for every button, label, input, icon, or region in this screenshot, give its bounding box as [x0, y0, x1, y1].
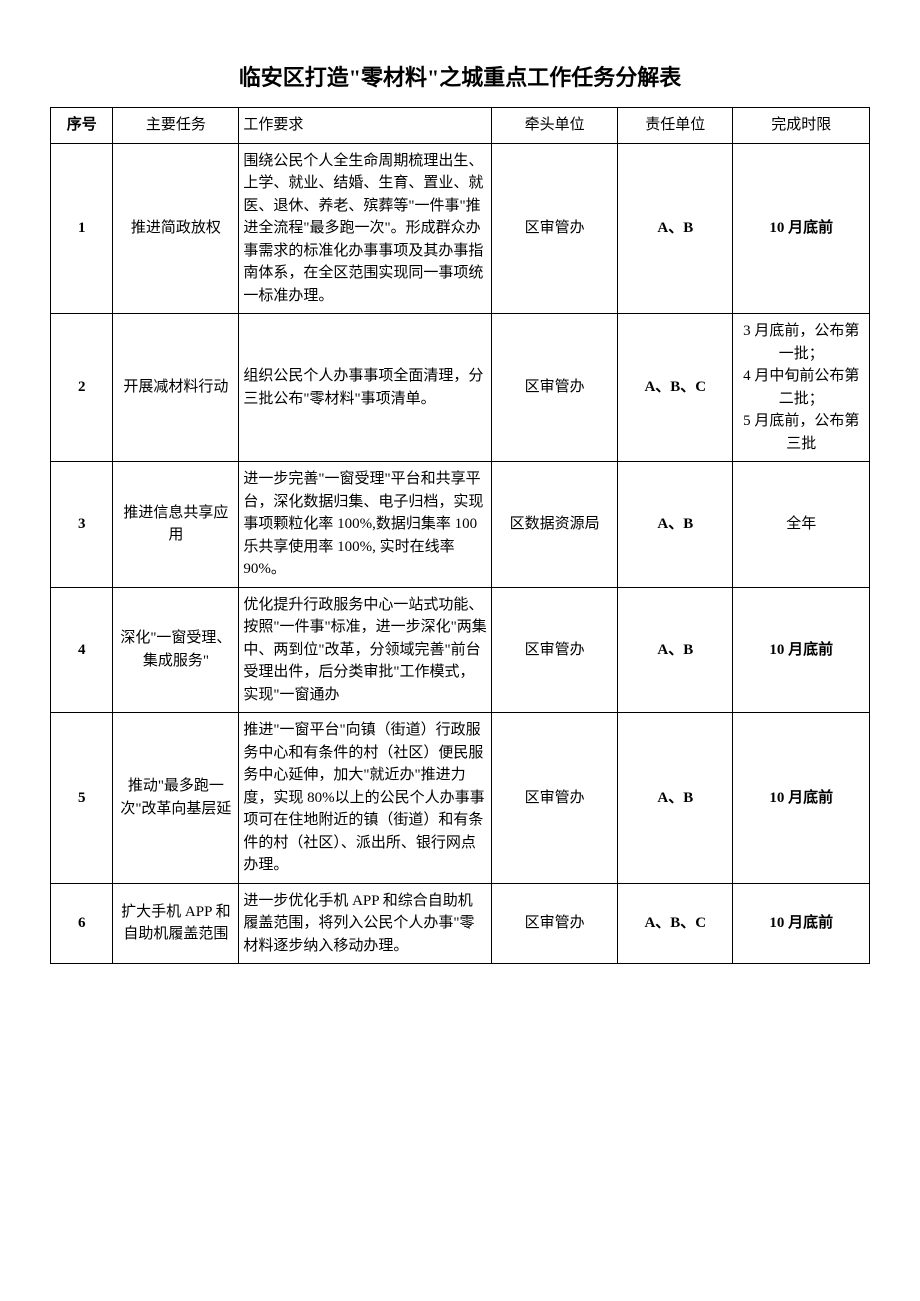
cell-lead: 区审管办	[492, 314, 618, 462]
cell-seq: 6	[51, 883, 113, 964]
cell-deadline: 10 月底前	[733, 143, 870, 314]
table-row: 6 扩大手机 APP 和自助机履盖范围 进一步优化手机 APP 和综合自助机履盖…	[51, 883, 870, 964]
cell-req: 进一步完善"一窗受理"平台和共享平台，深化数据归集、电子归档，实现事项颗粒化率 …	[239, 462, 492, 588]
cell-task: 开展减材料行动	[113, 314, 239, 462]
cell-lead: 区审管办	[492, 713, 618, 884]
table-header-row: 序号 主要任务 工作要求 牵头单位 责任单位 完成时限	[51, 108, 870, 144]
cell-lead: 区审管办	[492, 587, 618, 713]
table-row: 4 深化"一窗受理、集成服务" 优化提升行政服务中心一站式功能、按照"一件事"标…	[51, 587, 870, 713]
cell-seq: 4	[51, 587, 113, 713]
header-seq: 序号	[51, 108, 113, 144]
table-row: 3 推进信息共享应用 进一步完善"一窗受理"平台和共享平台，深化数据归集、电子归…	[51, 462, 870, 588]
cell-task: 推进简政放权	[113, 143, 239, 314]
cell-resp: A、B	[618, 143, 733, 314]
cell-lead: 区审管办	[492, 143, 618, 314]
cell-task: 推动"最多跑一次"改革向基层延	[113, 713, 239, 884]
table-row: 2 开展减材料行动 组织公民个人办事事项全面清理，分三批公布"零材料"事项清单。…	[51, 314, 870, 462]
cell-seq: 2	[51, 314, 113, 462]
cell-req: 推进"一窗平台"向镇（街道）行政服务中心和有条件的村（社区）便民服务中心延伸，加…	[239, 713, 492, 884]
header-req: 工作要求	[239, 108, 492, 144]
header-lead: 牵头单位	[492, 108, 618, 144]
cell-task: 推进信息共享应用	[113, 462, 239, 588]
cell-req: 进一步优化手机 APP 和综合自助机履盖范围，将列入公民个人办事"零材料逐步纳入…	[239, 883, 492, 964]
cell-resp: A、B、C	[618, 883, 733, 964]
cell-deadline: 10 月底前	[733, 883, 870, 964]
cell-seq: 5	[51, 713, 113, 884]
cell-seq: 3	[51, 462, 113, 588]
table-row: 5 推动"最多跑一次"改革向基层延 推进"一窗平台"向镇（街道）行政服务中心和有…	[51, 713, 870, 884]
cell-deadline: 10 月底前	[733, 587, 870, 713]
cell-resp: A、B	[618, 713, 733, 884]
cell-req: 优化提升行政服务中心一站式功能、按照"一件事"标准，进一步深化"两集中、两到位"…	[239, 587, 492, 713]
document-title: 临安区打造"零材料"之城重点工作任务分解表	[50, 60, 870, 92]
cell-deadline: 全年	[733, 462, 870, 588]
cell-resp: A、B、C	[618, 314, 733, 462]
header-deadline: 完成时限	[733, 108, 870, 144]
cell-task: 深化"一窗受理、集成服务"	[113, 587, 239, 713]
cell-req: 围绕公民个人全生命周期梳理出生、上学、就业、结婚、生育、置业、就医、退休、养老、…	[239, 143, 492, 314]
cell-lead: 区数据资源局	[492, 462, 618, 588]
header-resp: 责任单位	[618, 108, 733, 144]
header-task: 主要任务	[113, 108, 239, 144]
cell-req: 组织公民个人办事事项全面清理，分三批公布"零材料"事项清单。	[239, 314, 492, 462]
task-table: 序号 主要任务 工作要求 牵头单位 责任单位 完成时限 1 推进简政放权 围绕公…	[50, 107, 870, 964]
cell-lead: 区审管办	[492, 883, 618, 964]
cell-deadline: 3 月底前，公布第一批； 4 月中旬前公布第二批； 5 月底前，公布第三批	[733, 314, 870, 462]
cell-resp: A、B	[618, 587, 733, 713]
cell-task: 扩大手机 APP 和自助机履盖范围	[113, 883, 239, 964]
cell-deadline: 10 月底前	[733, 713, 870, 884]
cell-resp: A、B	[618, 462, 733, 588]
cell-seq: 1	[51, 143, 113, 314]
table-row: 1 推进简政放权 围绕公民个人全生命周期梳理出生、上学、就业、结婚、生育、置业、…	[51, 143, 870, 314]
